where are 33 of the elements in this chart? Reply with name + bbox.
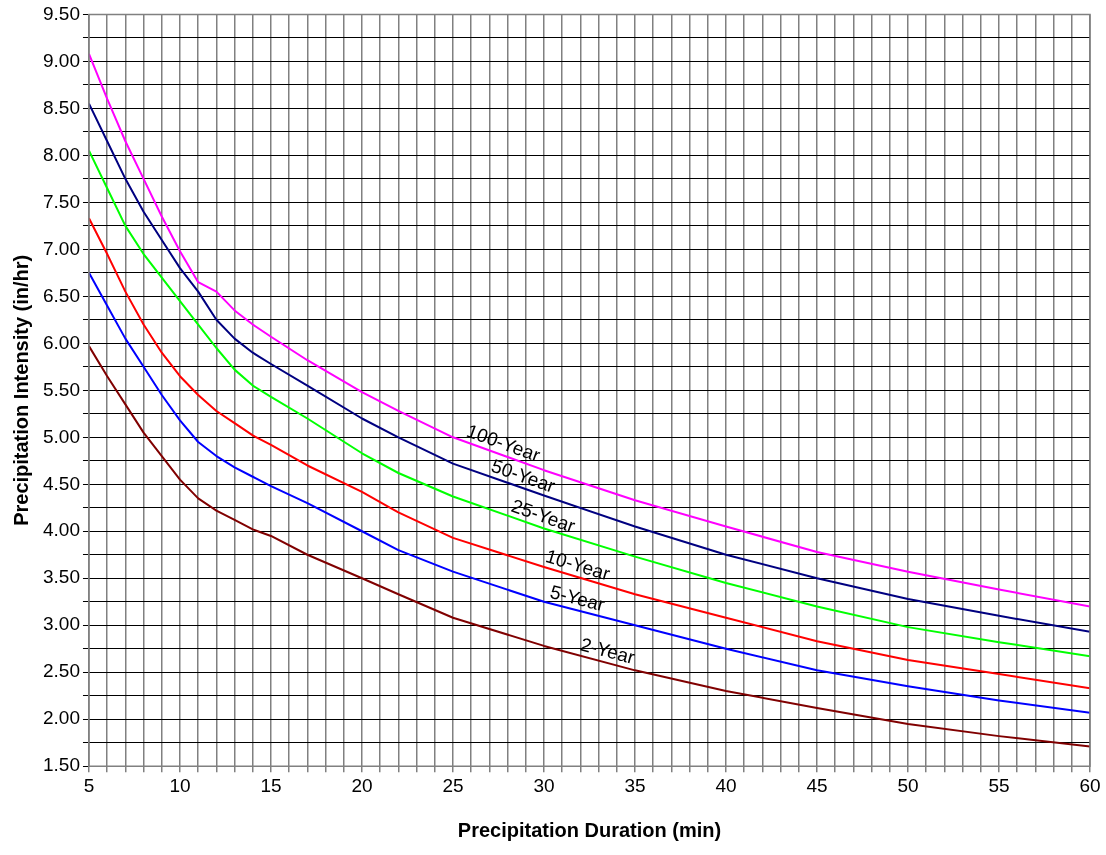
y-tick-label: 8.50: [43, 96, 80, 118]
text: 10-Year: [543, 545, 614, 585]
text: 25-Year: [508, 494, 579, 537]
x-tick-label: 15: [260, 774, 282, 796]
y-tick-label: 1.50: [43, 754, 80, 776]
x-tick-label: 10: [169, 774, 191, 796]
x-tick-label: 40: [715, 774, 737, 796]
y-tick-label: 7.50: [43, 190, 80, 212]
x-tick-label: 50: [897, 774, 919, 796]
y-tick-label: 5.50: [43, 378, 80, 400]
x-tick-label: 20: [351, 774, 373, 796]
y-tick-label: 4.00: [43, 519, 80, 541]
y-tick-label: 2.00: [43, 707, 80, 729]
x-tick-label: 60: [1079, 774, 1101, 796]
y-tick-label: 8.00: [43, 143, 80, 165]
x-tick-label: 35: [624, 774, 646, 796]
x-tick-label: 55: [988, 774, 1010, 796]
x-tick-label: 30: [533, 774, 555, 796]
x-tick-label: 25: [442, 774, 464, 796]
y-tick-label: 6.50: [43, 284, 80, 306]
y-tick-label: 9.50: [43, 2, 80, 24]
x-tick-label: 45: [806, 774, 828, 796]
y-tick-label: 4.50: [43, 472, 80, 494]
y-tick-label: 2.50: [43, 660, 80, 682]
y-tick-label: 3.00: [43, 613, 80, 635]
y-tick-label: 7.00: [43, 237, 80, 259]
y-tick-label: 5.00: [43, 425, 80, 447]
x-tick-label: 5: [83, 774, 95, 796]
y-tick-label: 3.50: [43, 566, 80, 588]
y-tick-label: 9.00: [43, 49, 80, 71]
y-axis-title: Precipitation Intensity (in/hr): [9, 254, 32, 526]
y-tick-label: 6.00: [43, 331, 80, 353]
x-axis-title: Precipitation Duration (min): [457, 818, 722, 841]
